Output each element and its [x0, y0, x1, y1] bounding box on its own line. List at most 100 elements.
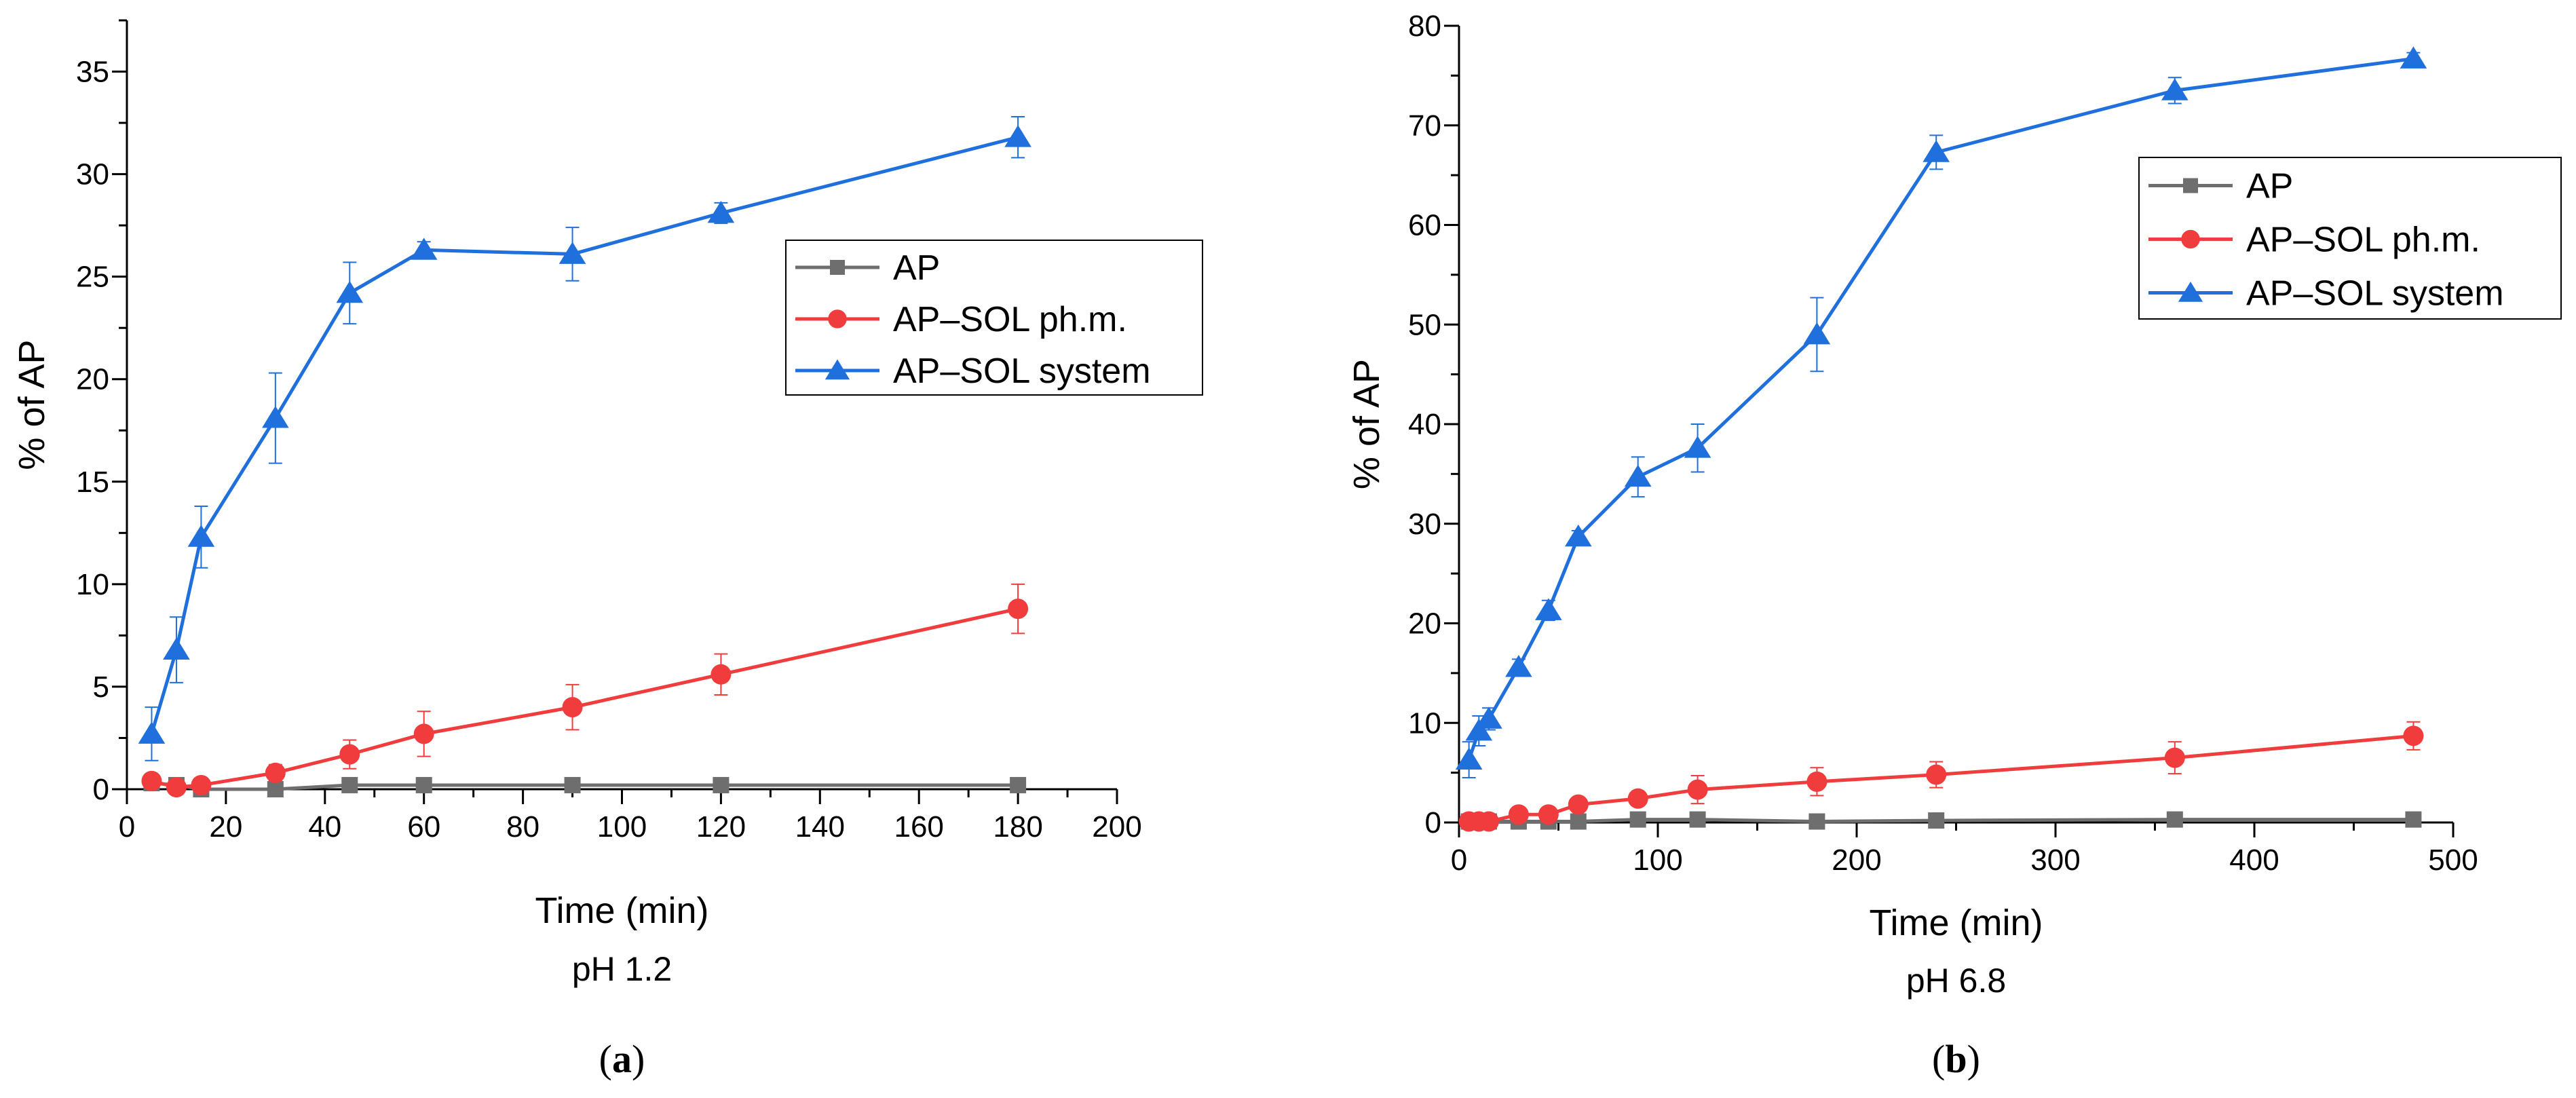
panel-b-legend-label: AP–SOL ph.m.: [2246, 221, 2480, 260]
panel-a-series-1-point: [1010, 776, 1027, 793]
panel-a-legend-item: AP–SOL ph.m.: [795, 300, 1127, 339]
panel-b-y-tick-label: 80: [1408, 10, 1441, 43]
panel-a-panel-label-letter: a: [612, 1037, 632, 1081]
panel-a-series-3-point: [262, 406, 289, 428]
panel-a-series-2-point: [166, 776, 187, 797]
panel-b-series-3-point: [1565, 524, 1592, 547]
panel-a-panel-label: (a): [599, 1037, 645, 1081]
panel-b-legend-item: AP: [2148, 167, 2293, 206]
panel-b-x-tick-label: 200: [1832, 844, 1881, 877]
panel-a-x-tick-label: 0: [119, 810, 135, 844]
panel-a-series-1-point: [341, 776, 358, 793]
panel-b-legend-label: AP–SOL system: [2246, 274, 2504, 314]
panel-a-legend-item: AP: [795, 248, 940, 288]
panel-a-panel-label-close: ): [632, 1037, 645, 1081]
panel-b-series-1-point: [1689, 811, 1706, 828]
panel-a-series-1-point: [713, 776, 730, 793]
panel-b-series-2-point: [1478, 811, 1499, 832]
panel-b-series-2-point: [1687, 779, 1708, 800]
panel-a-series-1-point: [564, 776, 581, 793]
panel-b-series-2-point: [1627, 788, 1648, 809]
panel-a-series-3-point: [410, 238, 438, 260]
panel-a-condition-label: pH 1.2: [572, 950, 672, 988]
panel-a-legend-label: AP: [893, 248, 940, 288]
panel-b-y-tick-label: 70: [1408, 109, 1441, 143]
panel-a-series-2-point: [141, 770, 162, 791]
panel-a-y-tick-label: 35: [76, 56, 109, 89]
chart-panel-a: 0 20 40 60 80 100 120 140 160 180 200 0 5 10 15 20 25 30 3…: [12, 19, 1203, 1081]
panel-b-x-tick-label: 100: [1633, 844, 1682, 877]
panel-b-series-1-point: [1928, 812, 1945, 829]
panel-b-legend-item: AP–SOL system: [2148, 274, 2504, 314]
panel-a-x-tick-label: 180: [993, 810, 1042, 844]
panel-b-series-2-point: [1538, 804, 1559, 825]
panel-b-series-3-point: [1455, 747, 1483, 770]
panel-a-legend: AP AP–SOL ph.m. AP–SOL system: [785, 240, 1203, 396]
panel-a-x-tick-label: 140: [795, 810, 845, 844]
panel-a-x-axis-title: Time (min): [535, 890, 709, 931]
panel-b-series-3-point: [1624, 464, 1652, 487]
panel-b-series-2-point: [1508, 804, 1529, 825]
panel-a-series-2-point: [413, 723, 434, 744]
panel-b-y-tick-label: 40: [1408, 408, 1441, 441]
panel-b-y-axis-title: % of AP: [1346, 359, 1387, 489]
panel-b-series-1-point: [1570, 813, 1587, 830]
panel-a-x-tick-label: 160: [894, 810, 943, 844]
panel-b-y-tick-label: 30: [1408, 508, 1441, 541]
panel-b-series-3-point: [1465, 718, 1493, 741]
panel-a-y-tick-label: 0: [93, 773, 109, 806]
panel-b-y-tick-label: 10: [1408, 706, 1441, 740]
panel-a-x-tick-label: 20: [209, 810, 242, 844]
panel-b-series-3-point: [1475, 706, 1502, 729]
panel-a-series-3-point: [138, 721, 166, 744]
panel-b-x-tick-label: 0: [1451, 844, 1467, 877]
panel-b-legend-swatch-marker: [2183, 178, 2198, 193]
panel-a-series-3: [138, 116, 1031, 761]
panel-a-y-tick-label: 25: [76, 261, 109, 294]
panel-a-series-3-point: [1004, 125, 1031, 147]
panel-a-series-2-point: [339, 744, 360, 765]
panel-b-series-1-point: [2166, 811, 2183, 828]
panel-b-series-2-point: [1806, 771, 1827, 792]
panel-b-y-tick-label: 50: [1408, 308, 1441, 341]
panel-b-series-1-point: [2405, 811, 2422, 828]
panel-b-series-1-point: [1808, 813, 1825, 830]
panel-b-series-1-point: [1629, 811, 1646, 828]
panel-a-series-2-point: [1008, 599, 1029, 620]
panel-b-legend-swatch-marker: [2178, 282, 2203, 302]
panel-a-series-1-point: [415, 776, 432, 793]
panel-b-condition-label: pH 6.8: [1906, 962, 2006, 1000]
panel-a-x-tick-label: 40: [308, 810, 341, 844]
panel-b-series-2: [1458, 721, 2424, 832]
panel-b-x-axis-title: Time (min): [1870, 903, 2043, 943]
panel-a-legend-swatch-marker: [828, 309, 847, 328]
panel-b-series-3-point: [1684, 436, 1711, 458]
panel-b-series-2-point: [1568, 794, 1589, 815]
panel-a-series-3-line: [150, 135, 1019, 735]
panel-a-series-1-point: [267, 781, 284, 797]
panel-a-series-3-point: [707, 201, 735, 223]
panel-a-x-tick-label: 200: [1092, 810, 1141, 844]
panel-a-series-2-line: [151, 607, 1019, 789]
panel-a-y-tick-label: 5: [93, 670, 109, 704]
panel-b-series-2-point: [1926, 764, 1947, 785]
panel-a-y-tick-label: 10: [76, 568, 109, 601]
panel-a-legend-label: AP–SOL ph.m.: [893, 300, 1127, 339]
panel-a-series-2-point: [562, 697, 583, 718]
panel-a-y-tick-label: 30: [76, 158, 109, 191]
panel-a-series-2-point: [265, 762, 286, 783]
panel-a-series-3-point: [163, 637, 190, 660]
panel-a-x-tick-label: 80: [506, 810, 539, 844]
panel-a-legend-item: AP–SOL system: [795, 352, 1151, 391]
panel-b-y-tick-label: 60: [1408, 209, 1441, 242]
panel-a-series-3-point: [336, 280, 364, 303]
panel-a-y-tick-label: 15: [76, 466, 109, 499]
chart-panel-b: 0 100 200 300 400 500 0 10 20 30 40 50 60 70 80 Time (m…: [1346, 10, 2562, 1081]
panel-b-panel-label-open: (: [1932, 1037, 1945, 1081]
panel-b-x-tick-label: 500: [2428, 844, 2478, 877]
panel-b-legend: AP AP–SOL ph.m. AP–SOL system: [2138, 157, 2562, 320]
panel-a-series-2-point: [711, 664, 732, 685]
panel-a-series-2-point: [191, 774, 212, 795]
panel-b-legend-label: AP: [2246, 167, 2293, 206]
